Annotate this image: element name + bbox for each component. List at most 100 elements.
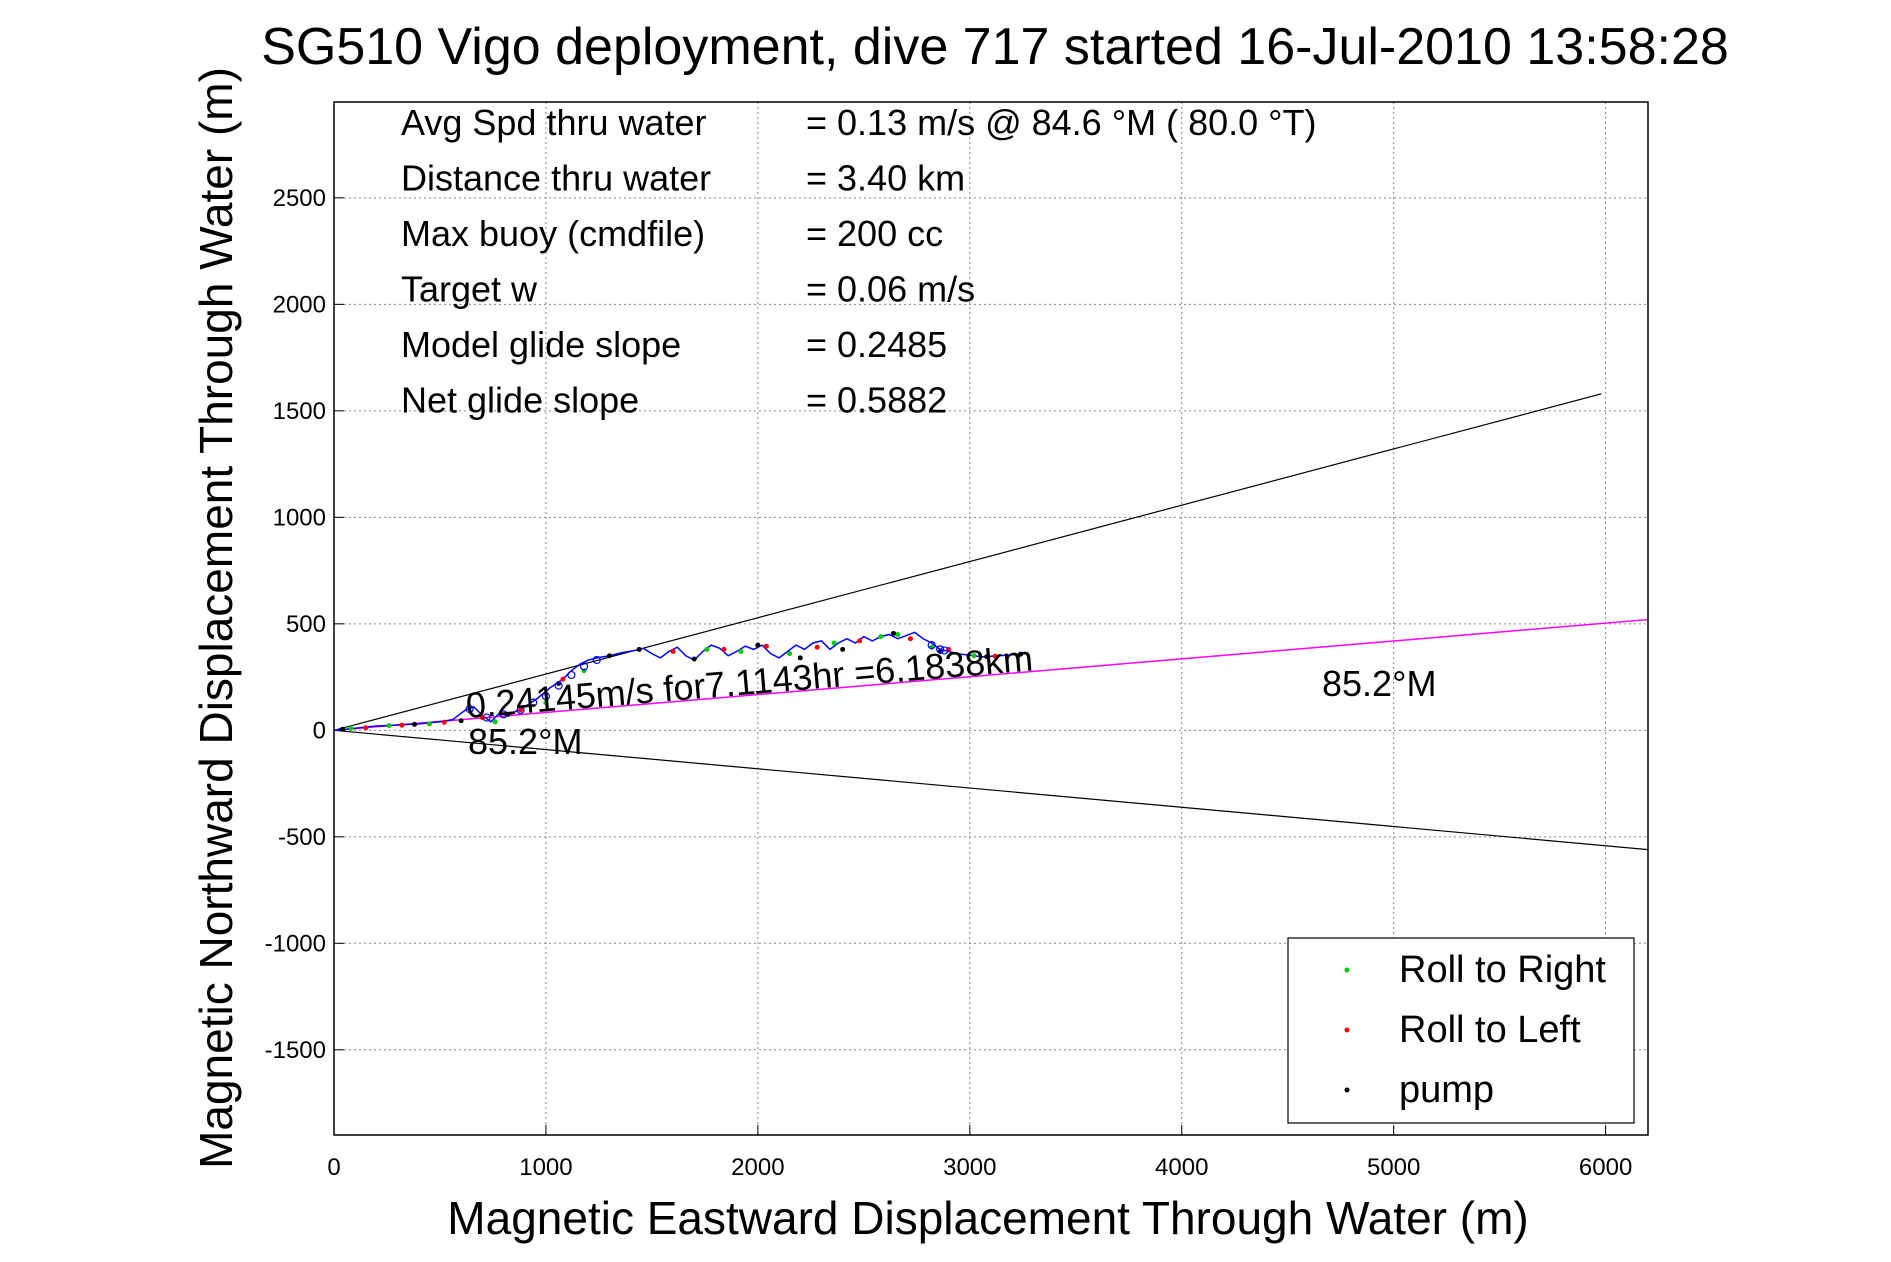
track-point-marker bbox=[579, 662, 589, 671]
x-tick-label: 6000 bbox=[1579, 1154, 1632, 1181]
info-label: Max buoy (cmdfile) bbox=[401, 213, 705, 254]
info-label: Model glide slope bbox=[401, 324, 681, 365]
y-axis-label: Magnetic Northward Displacement Through … bbox=[190, 67, 242, 1169]
envelope-line bbox=[333, 393, 1602, 731]
x-tick-label: 2000 bbox=[731, 1154, 784, 1181]
roll-to-right-marker bbox=[787, 651, 793, 657]
legend: Roll to Right Roll to Left pump bbox=[1287, 937, 1635, 1124]
x-tick-label: 4000 bbox=[1155, 1154, 1208, 1181]
roll-to-right-marker bbox=[492, 719, 498, 725]
legend-marker bbox=[1344, 967, 1350, 973]
y-axis-ticks: -1500 -1000 -500 0 500 1000 1500 2000 2500 bbox=[265, 185, 344, 1064]
track-point-marker bbox=[927, 641, 936, 650]
track-line bbox=[333, 631, 1025, 732]
y-tick-label: 2500 bbox=[273, 185, 326, 212]
pump-marker bbox=[797, 655, 803, 661]
track-point-marker bbox=[499, 710, 508, 719]
x-axis-label: Magnetic Eastward Displacement Through W… bbox=[447, 1192, 1528, 1244]
plot-frame bbox=[333, 101, 1649, 1136]
x-tick-label: 0 bbox=[327, 1154, 340, 1181]
x-tick-label: 1000 bbox=[519, 1154, 572, 1181]
pump-marker bbox=[755, 642, 761, 648]
legend-marker bbox=[1344, 1087, 1350, 1093]
roll-to-left-marker bbox=[814, 644, 820, 650]
roll-to-left-marker bbox=[670, 649, 676, 655]
roll-to-right-marker bbox=[895, 631, 901, 637]
info-value: = 0.2485 bbox=[806, 324, 947, 365]
series-markers bbox=[339, 630, 1024, 732]
pump-marker bbox=[458, 718, 464, 724]
info-label: Net glide slope bbox=[401, 380, 639, 421]
track-point-marker bbox=[482, 713, 491, 722]
heading-annotation-near: 85.2°M bbox=[468, 721, 582, 762]
roll-to-left-marker bbox=[721, 646, 727, 652]
roll-to-right-marker bbox=[426, 721, 432, 727]
roll-to-left-marker bbox=[363, 725, 369, 731]
roll-to-right-marker bbox=[738, 649, 744, 655]
y-tick-label: 500 bbox=[286, 611, 326, 638]
track-point-marker bbox=[936, 645, 945, 654]
pump-marker bbox=[339, 726, 345, 732]
info-value: = 0.13 m/s @ 84.6 °M ( 80.0 °T) bbox=[806, 102, 1317, 143]
y-tick-label: 0 bbox=[313, 717, 326, 744]
y-tick-label: -1500 bbox=[265, 1037, 326, 1064]
pump-marker bbox=[891, 630, 897, 636]
pump-marker bbox=[840, 646, 846, 652]
info-label: Avg Spd thru water bbox=[401, 102, 707, 143]
info-label: Distance thru water bbox=[401, 158, 711, 199]
roll-to-left-marker bbox=[763, 643, 769, 649]
heading-line bbox=[333, 618, 1649, 732]
roll-to-right-marker bbox=[831, 640, 837, 646]
y-tick-label: -1000 bbox=[265, 930, 326, 957]
roll-to-left-marker bbox=[992, 653, 998, 659]
y-tick-label: 1000 bbox=[273, 504, 326, 531]
reference-lines bbox=[333, 393, 1649, 851]
pump-marker bbox=[636, 646, 642, 652]
track-point-marker bbox=[541, 692, 551, 701]
roll-to-left-marker bbox=[518, 707, 524, 713]
roll-to-left-marker bbox=[907, 636, 913, 642]
track-point-marker bbox=[516, 705, 525, 715]
track-point-marker bbox=[940, 646, 949, 655]
info-value: = 200 cc bbox=[806, 213, 943, 254]
roll-to-right-marker bbox=[971, 653, 977, 659]
roll-to-right-marker bbox=[878, 634, 884, 640]
info-text-block: Avg Spd thru water = 0.13 m/s @ 84.6 °M (… bbox=[401, 102, 1317, 421]
y-tick-label: -500 bbox=[278, 824, 326, 851]
track-point-marker bbox=[465, 704, 474, 714]
track-point-marker bbox=[554, 681, 563, 690]
track-point-marker bbox=[567, 670, 576, 680]
x-tick-label: 3000 bbox=[943, 1154, 996, 1181]
roll-to-left-marker bbox=[857, 638, 863, 644]
y-tick-label: 1500 bbox=[273, 398, 326, 425]
pump-marker bbox=[607, 653, 613, 659]
y-tick-label: 2000 bbox=[273, 291, 326, 318]
chart-title: SG510 Vigo deployment, dive 717 started … bbox=[261, 18, 1729, 76]
pump-marker bbox=[691, 656, 697, 662]
info-value: = 0.06 m/s bbox=[806, 269, 975, 310]
pump-marker bbox=[1018, 651, 1024, 657]
roll-to-right-marker bbox=[386, 723, 392, 729]
track-point-marker bbox=[592, 655, 601, 665]
roll-to-left-marker bbox=[399, 722, 405, 728]
legend-marker bbox=[1344, 1027, 1350, 1033]
roll-to-right-marker bbox=[704, 646, 710, 652]
info-value: = 3.40 km bbox=[806, 158, 965, 199]
roll-to-right-marker bbox=[543, 700, 549, 706]
pump-marker bbox=[984, 654, 990, 660]
roll-to-left-marker bbox=[441, 719, 447, 725]
roll-to-left-marker bbox=[560, 676, 566, 682]
heading-annotation-far: 85.2°M bbox=[1322, 663, 1436, 704]
legend-label: Roll to Right bbox=[1399, 949, 1606, 991]
info-label: Target w bbox=[401, 269, 538, 310]
info-value: = 0.5882 bbox=[806, 380, 947, 421]
envelope-line bbox=[333, 729, 1649, 851]
x-axis-ticks: 0 1000 2000 3000 4000 5000 6000 bbox=[327, 1125, 1632, 1181]
roll-to-right-marker bbox=[348, 725, 354, 731]
legend-label: pump bbox=[1399, 1069, 1494, 1111]
x-tick-label: 5000 bbox=[1367, 1154, 1420, 1181]
track-point-marker bbox=[529, 698, 538, 707]
legend-label: Roll to Left bbox=[1399, 1009, 1581, 1051]
pump-marker bbox=[412, 721, 418, 727]
